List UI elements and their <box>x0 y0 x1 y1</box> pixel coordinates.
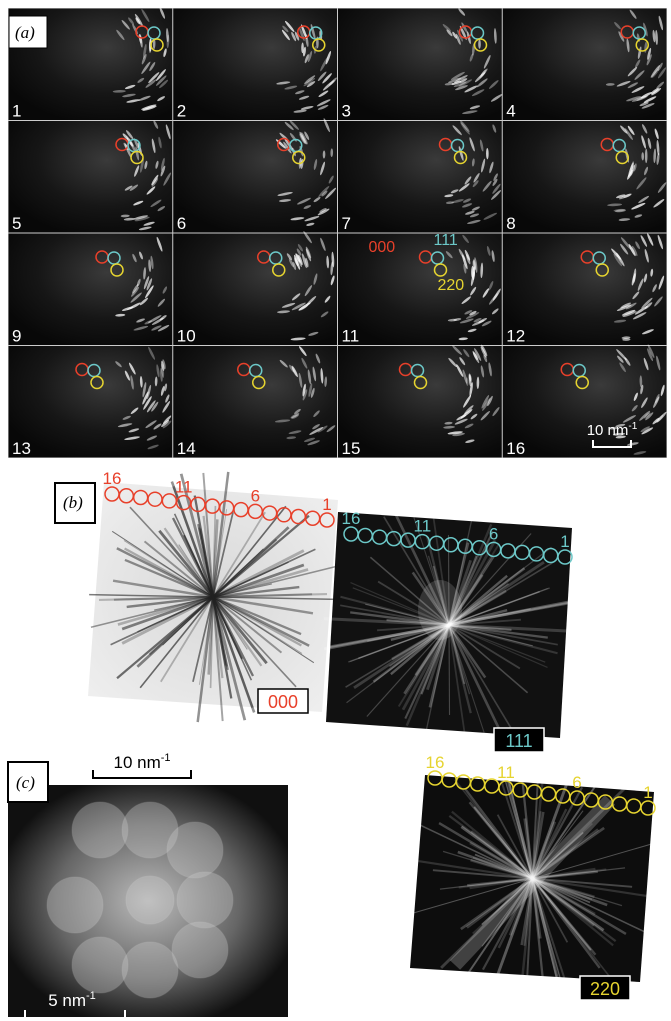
scale-exponent: -1 <box>628 421 637 432</box>
series-tick-label: 1 <box>322 495 331 514</box>
frame-image <box>503 234 667 346</box>
frame-image <box>503 346 667 458</box>
scale-value: 10 nm <box>587 422 629 439</box>
frame-image <box>173 346 337 458</box>
spot-label: 111 <box>434 232 458 249</box>
frame-number: 11 <box>342 327 360 346</box>
scale-label: 10 nm-1 <box>113 752 170 772</box>
pattern-disk <box>47 877 103 933</box>
diffraction-streak <box>478 39 481 49</box>
frame-number: 12 <box>506 327 525 346</box>
frame-number: 5 <box>12 214 21 233</box>
pattern-disk <box>172 922 228 978</box>
panel-a: 12345678910111213141516(a)00011122010 nm… <box>8 7 667 458</box>
frame-image <box>338 234 502 346</box>
frame-number: 13 <box>12 439 31 458</box>
panel-c: (c) 5 nm-1 <box>8 762 288 1018</box>
pattern-disk <box>122 942 178 998</box>
panel-label: (c) <box>16 773 35 792</box>
frame-number: 16 <box>506 439 525 458</box>
frame-image <box>173 9 337 121</box>
series-tick-label: 16 <box>426 753 445 772</box>
series-tick-label: 16 <box>103 469 122 488</box>
pattern-disk <box>72 937 128 993</box>
frame-number: 1 <box>12 102 21 121</box>
series-tick-label: 6 <box>489 524 498 543</box>
series-tick-label: 11 <box>175 478 193 497</box>
frame-number: 8 <box>506 214 515 233</box>
frame-number: 15 <box>342 439 361 458</box>
series-tick-label: 11 <box>414 517 432 536</box>
scale-exponent: -1 <box>161 752 171 764</box>
frame-number: 14 <box>177 439 196 458</box>
series-tick-label: 6 <box>572 773 581 792</box>
frame-image <box>338 9 502 121</box>
frame-number: 9 <box>12 327 21 346</box>
frame-image <box>338 346 502 458</box>
frame-image <box>173 121 337 233</box>
frame-image <box>173 234 337 346</box>
frame-number: 2 <box>177 102 186 121</box>
frame-number: 3 <box>342 102 351 121</box>
figure: 12345678910111213141516(a)00011122010 nm… <box>0 0 671 1021</box>
scale-value: 10 nm <box>113 753 160 772</box>
pattern-disk <box>126 876 174 924</box>
bright-center <box>418 580 462 640</box>
reflection-label: 220 <box>590 979 620 999</box>
frame-image <box>503 9 667 121</box>
series-tick-label: 6 <box>251 486 260 505</box>
pattern-disk <box>72 802 128 858</box>
series-tick-label: 1 <box>643 783 652 802</box>
reflection-label: 111 <box>505 731 532 751</box>
panel-label: (a) <box>15 23 35 42</box>
series-tick-label: 16 <box>342 509 361 528</box>
series-tick-label: 1 <box>560 532 569 551</box>
spot-label: 000 <box>369 239 396 256</box>
reflection-label: 000 <box>268 692 298 712</box>
frame-number: 7 <box>342 214 351 233</box>
scale-value: 5 nm <box>48 991 86 1010</box>
frame-number: 10 <box>177 327 196 346</box>
pattern-disk <box>177 872 233 928</box>
frame-number: 4 <box>506 102 515 121</box>
frame-number: 6 <box>177 214 186 233</box>
series-tick-label: 11 <box>497 763 515 782</box>
panel-label: (b) <box>63 493 83 512</box>
scale-exponent: -1 <box>86 990 96 1002</box>
pattern-disk <box>167 822 223 878</box>
spot-label: 220 <box>438 277 465 294</box>
